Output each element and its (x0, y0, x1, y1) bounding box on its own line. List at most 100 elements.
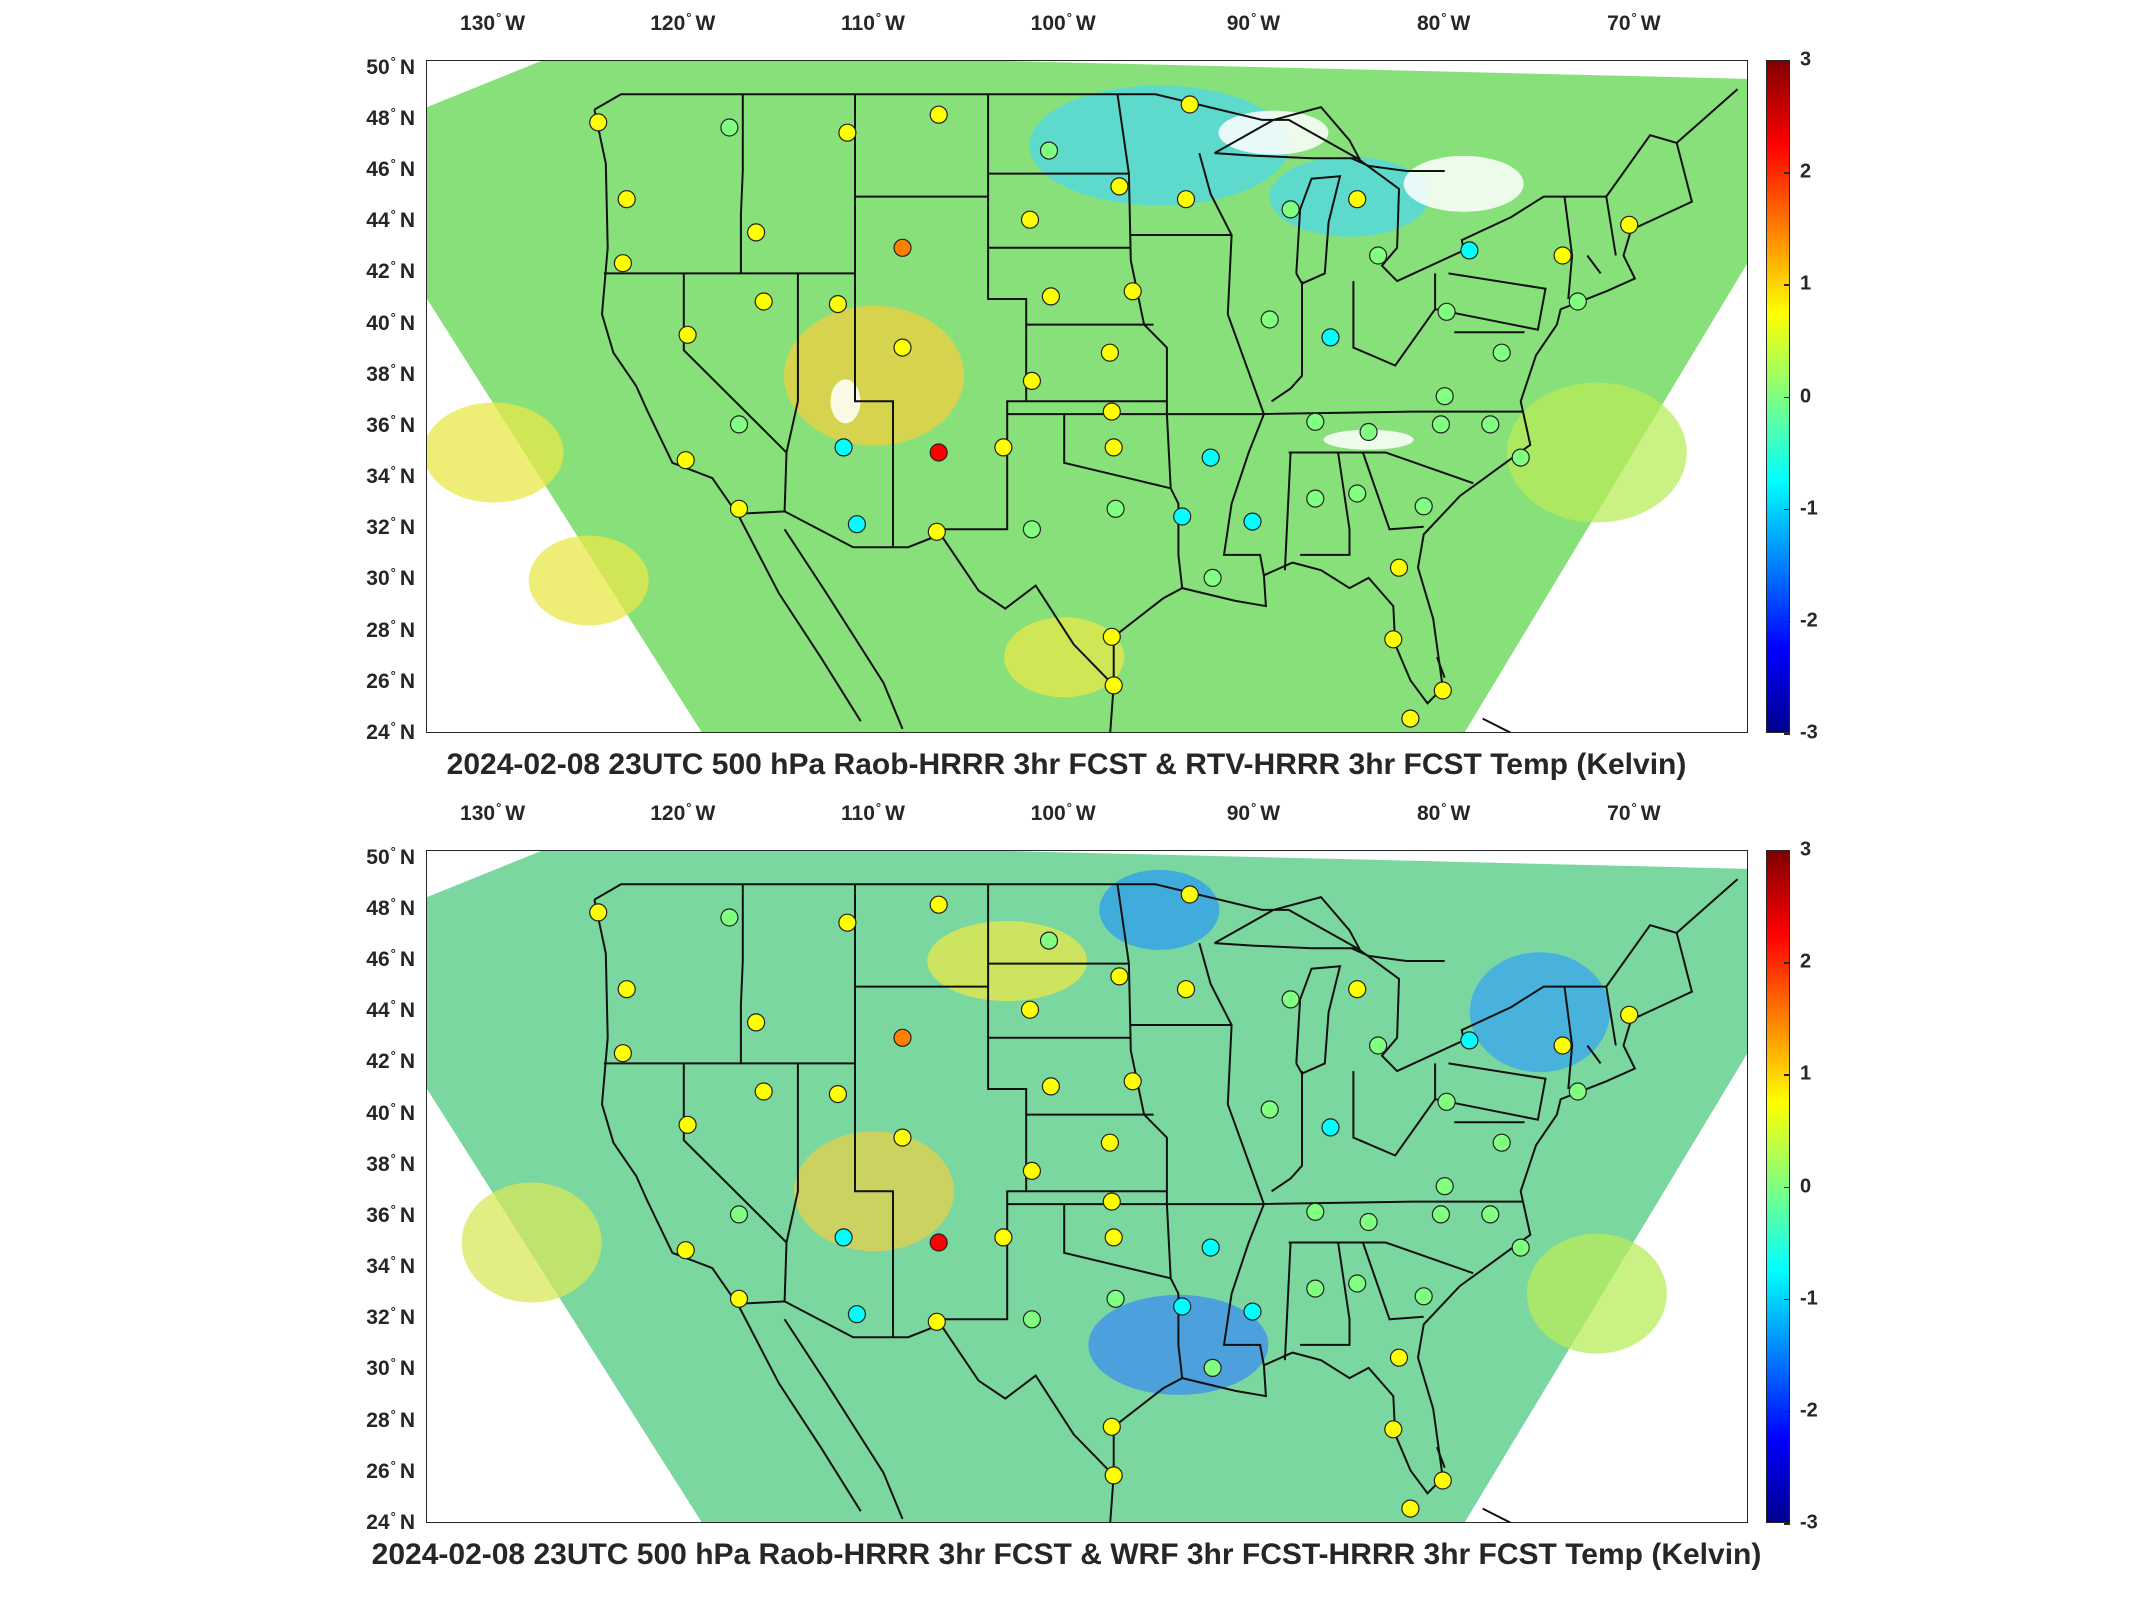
state-border (1352, 273, 1437, 367)
longitude-tick-label: 100° W (1030, 800, 1096, 825)
raob-station-marker (1281, 200, 1300, 219)
state-border (1352, 1063, 1437, 1157)
raob-station-marker (1201, 448, 1220, 467)
anomaly-patch (927, 921, 1088, 1002)
raob-station-marker (1020, 1000, 1040, 1019)
raob-station-marker (1481, 415, 1500, 434)
raob-station-marker (1553, 1036, 1572, 1055)
colorbar-tick-mark (1784, 508, 1790, 511)
raob-station-marker (676, 451, 695, 470)
raob-station-marker (1460, 1031, 1479, 1050)
raob-station-marker (1481, 1205, 1500, 1224)
state-border (1116, 94, 1184, 589)
latitude-tick-label: 42° N (366, 1048, 415, 1074)
raob-station-marker (1104, 1228, 1123, 1247)
raob-station-marker (1123, 1072, 1142, 1091)
colorbar-tick-mark (1784, 60, 1790, 62)
state-border (1271, 1071, 1303, 1193)
state-border (854, 94, 894, 548)
latitude-tick-label: 42° N (366, 258, 415, 284)
raob-station-marker (1104, 676, 1123, 695)
raob-station-marker (1511, 448, 1530, 467)
latitude-tick-label: 30° N (366, 565, 415, 591)
colorbar-tick-mark (1784, 396, 1790, 398)
raob-station-marker (1492, 343, 1511, 362)
state-border (1283, 452, 1292, 571)
state-border (1271, 281, 1303, 403)
raob-station-marker (1100, 1133, 1120, 1152)
latitude-tick-label: 28° N (366, 1406, 415, 1432)
raob-station-marker (1180, 95, 1199, 114)
state-border (1605, 196, 1617, 256)
colorbar-tick-mark (1784, 733, 1790, 735)
colorbar-tick-label: 1 (1800, 272, 1812, 295)
state-border (739, 884, 744, 1064)
raob-station-marker (847, 515, 866, 534)
state-border (1586, 1044, 1602, 1064)
raob-station-marker (729, 415, 749, 434)
colorbar-tick-label: -2 (1800, 609, 1818, 632)
latitude-tick-label: 28° N (366, 616, 415, 642)
raob-station-marker (994, 1228, 1013, 1247)
raob-station-marker (927, 1312, 946, 1331)
anomaly-patch (1469, 952, 1610, 1073)
raob-station-marker (1433, 1471, 1452, 1490)
anomaly-patch (1029, 85, 1290, 206)
latitude-tick-label: 50° N (366, 53, 415, 79)
state-border (1198, 152, 1265, 576)
latitude-tick-label: 36° N (366, 411, 415, 437)
longitude-tick-label: 120° W (650, 10, 716, 35)
state-border (1116, 884, 1184, 1379)
lake-michigan (1295, 965, 1342, 1075)
map-title: 2024-02-08 23UTC 500 hPa Raob-HRRR 3hr F… (371, 1538, 1762, 1571)
raob-station-marker (893, 1028, 912, 1047)
latitude-tick-label: 36° N (366, 1201, 415, 1227)
latitude-tick-label: 32° N (366, 514, 415, 540)
raob-station-marker (929, 105, 948, 124)
colorbar-tick-label: -3 (1800, 1511, 1818, 1534)
state-border (1361, 1242, 1424, 1321)
raob-station-marker (893, 238, 912, 257)
longitude-tick-label: 110° W (841, 800, 905, 825)
raob-station-marker (1368, 1036, 1388, 1055)
border-line (783, 528, 904, 730)
raob-station-marker (729, 499, 749, 518)
raob-station-marker (1203, 568, 1222, 588)
raob-station-marker (1022, 520, 1042, 539)
latitude-tick-label: 24° N (366, 1509, 415, 1534)
latitude-tick-label: 48° N (366, 894, 415, 920)
raob-station-marker (893, 1128, 912, 1147)
colorbar-tick-mark (1784, 850, 1790, 852)
raob-station-marker (720, 908, 739, 927)
anomaly-patch (461, 1182, 602, 1303)
longitude-tick-label: 80° W (1416, 10, 1471, 35)
colorbar-tick-label: -1 (1800, 497, 1818, 520)
colorbar-tick-label: -3 (1800, 721, 1818, 744)
raob-station-marker (1306, 1202, 1325, 1221)
state-boundaries (593, 88, 1739, 732)
state-border (1063, 414, 1171, 490)
anomaly-patch (528, 535, 649, 626)
border-line (1436, 656, 1446, 679)
border-line (738, 516, 862, 722)
anomaly-patch (1004, 617, 1125, 698)
latitude-tick-label: 32° N (366, 1304, 415, 1330)
raob-station-marker (747, 1013, 766, 1032)
colorbar-tick-label: 0 (1800, 1175, 1812, 1197)
map-plot (426, 60, 1748, 733)
map-title: 2024-02-08 23UTC 500 hPa Raob-HRRR 3hr F… (446, 748, 1687, 781)
raob-station-marker (1123, 282, 1142, 301)
raob-station-marker (676, 1241, 695, 1260)
latitude-tick-label: 26° N (366, 667, 415, 693)
raob-station-marker (1437, 1092, 1456, 1111)
raob-station-marker (1106, 1289, 1125, 1308)
raob-station-marker (1173, 507, 1192, 526)
raob-station-marker (834, 1228, 853, 1247)
raob-station-marker (1243, 1302, 1262, 1321)
map-plot (426, 850, 1748, 1523)
state-border (785, 1063, 799, 1243)
latitude-tick-label: 50° N (366, 843, 415, 869)
raob-station-marker (1022, 371, 1042, 390)
raob-stations (589, 885, 1639, 1518)
raob-station-marker (729, 1205, 749, 1224)
